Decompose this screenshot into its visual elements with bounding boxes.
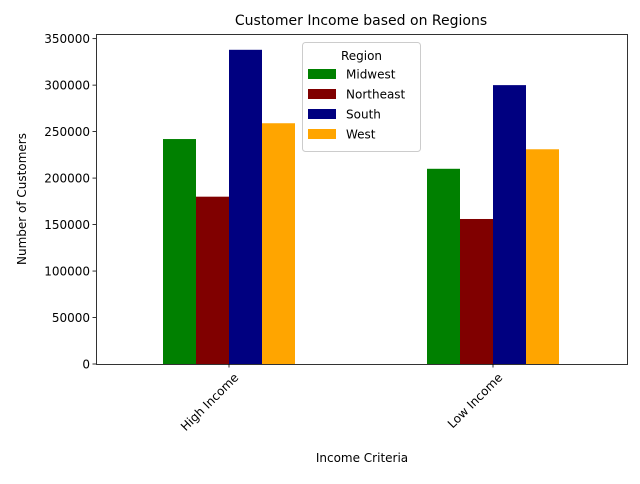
y-tick-label: 0 [82,358,90,372]
legend-label-west: West [346,128,376,142]
x-axis: High Income Low Income [178,364,505,434]
plot-frame [96,34,628,365]
chart-title: Customer Income based on Regions [235,13,487,29]
bar-south-high-income [229,49,262,364]
y-tick-label: 100000 [44,265,90,279]
legend-title: Region [341,49,382,63]
y-tick-label: 250000 [44,125,90,139]
y-tick-label: 350000 [44,32,90,46]
y-tick-label: 200000 [44,172,90,186]
legend-swatch-south [308,109,336,119]
y-tick-label: 50000 [52,311,90,325]
legend-swatch-west [308,129,336,139]
bar-northeast-high-income [196,196,229,364]
legend-label-northeast: Northeast [346,88,406,102]
y-axis: 0 50000 100000 150000 200000 250000 300000 3500… [44,32,96,372]
x-axis-title: Income Criteria [316,451,408,465]
legend-swatch-northeast [308,89,336,99]
bars-layer [163,49,559,364]
y-axis-title: Number of Customers [15,133,29,265]
bar-west-low-income [526,149,559,364]
legend-label-south: South [346,108,381,122]
bar-northeast-low-income [460,218,493,364]
x-tick-label: Low Income [445,370,506,431]
legend-label-midwest: Midwest [346,68,396,82]
legend: Region Midwest Northeast South West [302,42,421,152]
bar-west-high-income [262,123,295,364]
bar-midwest-low-income [427,168,460,364]
y-tick-label: 300000 [44,79,90,93]
legend-swatch-midwest [308,69,336,79]
bar-midwest-high-income [163,139,196,364]
x-tick-label: High Income [178,370,241,433]
y-tick-label: 150000 [44,218,90,232]
bar-south-low-income [493,85,526,364]
